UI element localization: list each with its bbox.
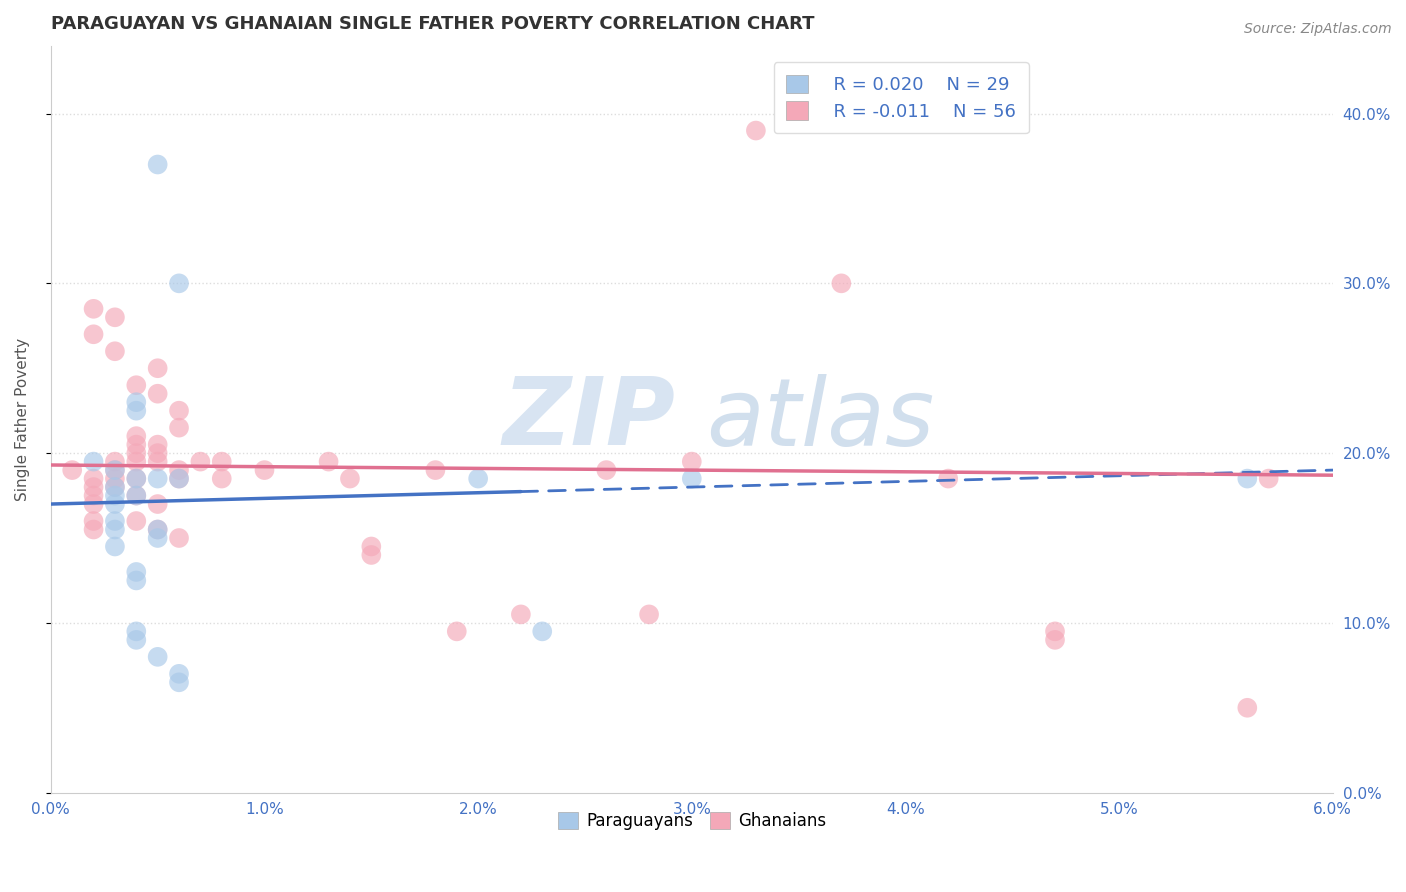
Point (211, 472, 233, 486)
Point (318, 454, 340, 468)
Point (531, 624, 554, 639)
Point (681, 454, 703, 468)
Point (425, 463, 447, 477)
Point (83, 327, 105, 342)
Point (125, 437, 148, 451)
Point (104, 310, 127, 325)
Point (745, 123, 768, 137)
Legend: Paraguayans, Ghanaians: Paraguayans, Ghanaians (551, 805, 832, 837)
Point (125, 472, 148, 486)
Point (146, 649, 169, 664)
Point (1236, 472, 1258, 486)
Point (167, 472, 190, 486)
Point (125, 514, 148, 528)
Point (1043, 632, 1066, 647)
Point (167, 463, 190, 477)
Point (1043, 624, 1066, 639)
Point (125, 395, 148, 409)
Point (446, 624, 468, 639)
Point (60, 463, 83, 477)
Point (104, 454, 127, 468)
Point (104, 463, 127, 477)
Point (104, 514, 127, 528)
Point (125, 378, 148, 392)
Point (211, 454, 233, 468)
Point (104, 344, 127, 359)
Point (936, 472, 959, 486)
Point (83, 514, 105, 528)
Point (360, 548, 382, 562)
Point (104, 480, 127, 494)
Point (167, 472, 190, 486)
Point (638, 607, 661, 622)
Point (83, 301, 105, 316)
Point (104, 523, 127, 537)
Text: Source: ZipAtlas.com: Source: ZipAtlas.com (1244, 22, 1392, 37)
Point (83, 497, 105, 511)
Point (146, 523, 169, 537)
Point (125, 489, 148, 503)
Point (146, 386, 169, 401)
Point (509, 607, 531, 622)
Point (595, 463, 617, 477)
Point (125, 565, 148, 579)
Point (125, 454, 148, 468)
Point (104, 489, 127, 503)
Point (253, 463, 276, 477)
Point (83, 454, 105, 468)
Point (125, 624, 148, 639)
Point (83, 489, 105, 503)
Point (104, 497, 127, 511)
Point (125, 403, 148, 417)
Point (1236, 700, 1258, 714)
Point (83, 472, 105, 486)
Point (146, 497, 169, 511)
Point (104, 480, 127, 494)
Point (104, 540, 127, 554)
Point (146, 361, 169, 376)
Point (146, 446, 169, 460)
Point (167, 531, 190, 545)
Point (125, 472, 148, 486)
Point (146, 531, 169, 545)
Point (146, 437, 169, 451)
Point (125, 574, 148, 588)
Point (339, 472, 361, 486)
Point (83, 523, 105, 537)
Point (146, 523, 169, 537)
Text: atlas: atlas (706, 374, 934, 465)
Text: PARAGUAYAN VS GHANAIAN SINGLE FATHER POVERTY CORRELATION CHART: PARAGUAYAN VS GHANAIAN SINGLE FATHER POV… (51, 15, 814, 33)
Point (467, 472, 489, 486)
Point (146, 472, 169, 486)
Point (104, 472, 127, 486)
Point (146, 157, 169, 171)
Point (1257, 472, 1279, 486)
Point (190, 454, 212, 468)
Point (125, 446, 148, 460)
Point (125, 489, 148, 503)
Point (167, 277, 190, 291)
Y-axis label: Single Father Poverty: Single Father Poverty (15, 337, 30, 500)
Point (125, 632, 148, 647)
Point (83, 480, 105, 494)
Point (167, 403, 190, 417)
Point (104, 463, 127, 477)
Point (681, 472, 703, 486)
Text: ZIP: ZIP (503, 373, 676, 465)
Point (167, 666, 190, 681)
Point (830, 277, 852, 291)
Point (360, 540, 382, 554)
Point (125, 429, 148, 443)
Point (167, 675, 190, 690)
Point (146, 454, 169, 468)
Point (167, 420, 190, 434)
